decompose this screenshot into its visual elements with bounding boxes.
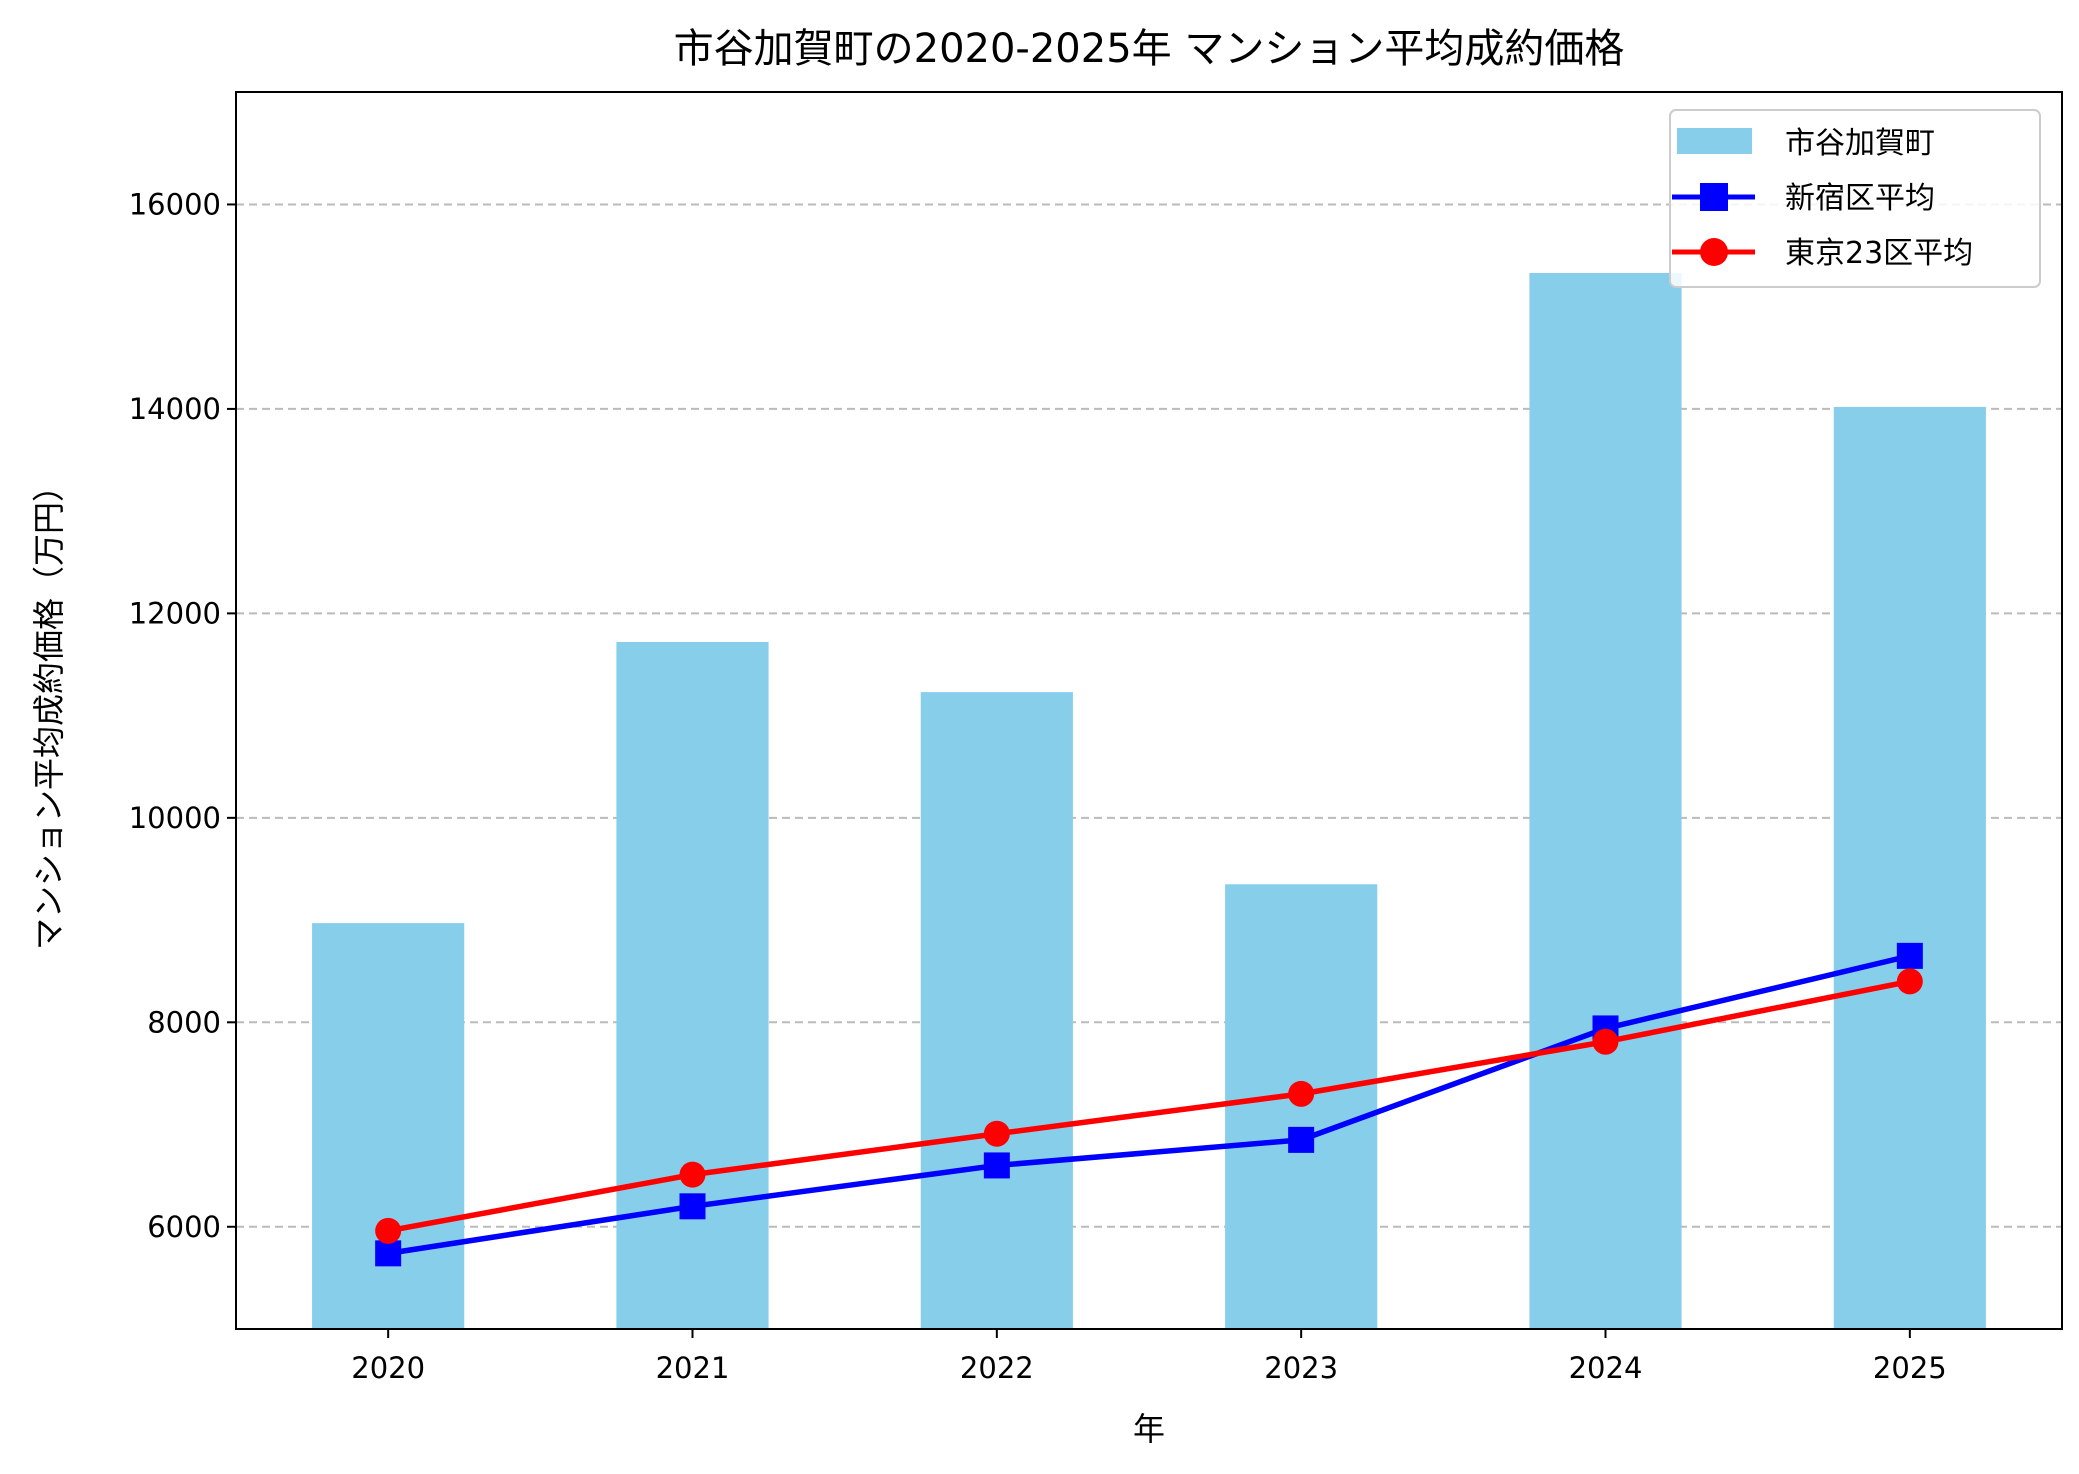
point-marker bbox=[983, 1120, 1010, 1147]
grid-lines bbox=[236, 203, 2062, 1228]
legend-box bbox=[1669, 109, 2041, 288]
x-tick-label: 2020 bbox=[351, 1351, 425, 1385]
point-marker bbox=[1592, 1028, 1619, 1055]
y-axis-ticks: 6000 8000 10000 12000 14000 16000 bbox=[129, 187, 236, 1244]
legend-swatch-bar bbox=[1677, 128, 1752, 154]
bars bbox=[312, 272, 1986, 1329]
point-marker bbox=[375, 1240, 402, 1267]
y-tick-label: 12000 bbox=[129, 596, 221, 630]
x-tick-label: 2025 bbox=[1873, 1351, 1947, 1385]
point-marker bbox=[1288, 1126, 1315, 1153]
point-marker bbox=[983, 1152, 1010, 1179]
x-tick-label: 2022 bbox=[960, 1351, 1034, 1385]
plot-frame bbox=[235, 91, 2063, 1330]
legend: 市谷加賀町 新宿区平均 東京23区平均 bbox=[1669, 109, 2041, 288]
legend-circle-marker-icon bbox=[1700, 238, 1728, 266]
point-marker bbox=[375, 1217, 402, 1244]
y-tick-label: 16000 bbox=[129, 187, 221, 221]
x-tick-label: 2021 bbox=[656, 1351, 730, 1385]
y-tick-label: 14000 bbox=[129, 392, 221, 426]
point-marker bbox=[1896, 942, 1923, 969]
point-marker bbox=[1288, 1080, 1315, 1107]
legend-square-marker-icon bbox=[1700, 183, 1728, 211]
x-tick-label: 2023 bbox=[1264, 1351, 1338, 1385]
bar-2025 bbox=[1833, 406, 1986, 1329]
y-tick-label: 10000 bbox=[129, 801, 221, 835]
legend-label-1: 新宿区平均 bbox=[1785, 181, 1935, 216]
legend-label-0: 市谷加賀町 bbox=[1785, 126, 1935, 161]
y-axis-label: マンション平均成約価格（万円） bbox=[30, 470, 68, 950]
legend-label-2: 東京23区平均 bbox=[1785, 236, 1973, 271]
y-tick-label: 6000 bbox=[147, 1210, 221, 1244]
bar-2021 bbox=[616, 642, 769, 1329]
x-tick-label: 2024 bbox=[1569, 1351, 1643, 1385]
point-marker bbox=[1896, 968, 1923, 995]
x-axis-ticks: 2020 2021 2022 2023 2024 2025 bbox=[351, 1329, 1947, 1385]
point-marker bbox=[679, 1161, 706, 1188]
point-marker bbox=[679, 1193, 706, 1220]
bar-2024 bbox=[1529, 272, 1682, 1329]
x-axis-label: 年 bbox=[1133, 1410, 1165, 1448]
series-line-2 bbox=[387, 978, 1911, 1234]
bar-2020 bbox=[312, 923, 465, 1329]
line-series bbox=[375, 942, 1923, 1267]
bar-2022 bbox=[920, 692, 1073, 1329]
chart-title: 市谷加賀町の2020-2025年 マンション平均成約価格 bbox=[674, 26, 1625, 72]
series-line-1 bbox=[387, 953, 1911, 1257]
y-tick-label: 8000 bbox=[147, 1005, 221, 1039]
